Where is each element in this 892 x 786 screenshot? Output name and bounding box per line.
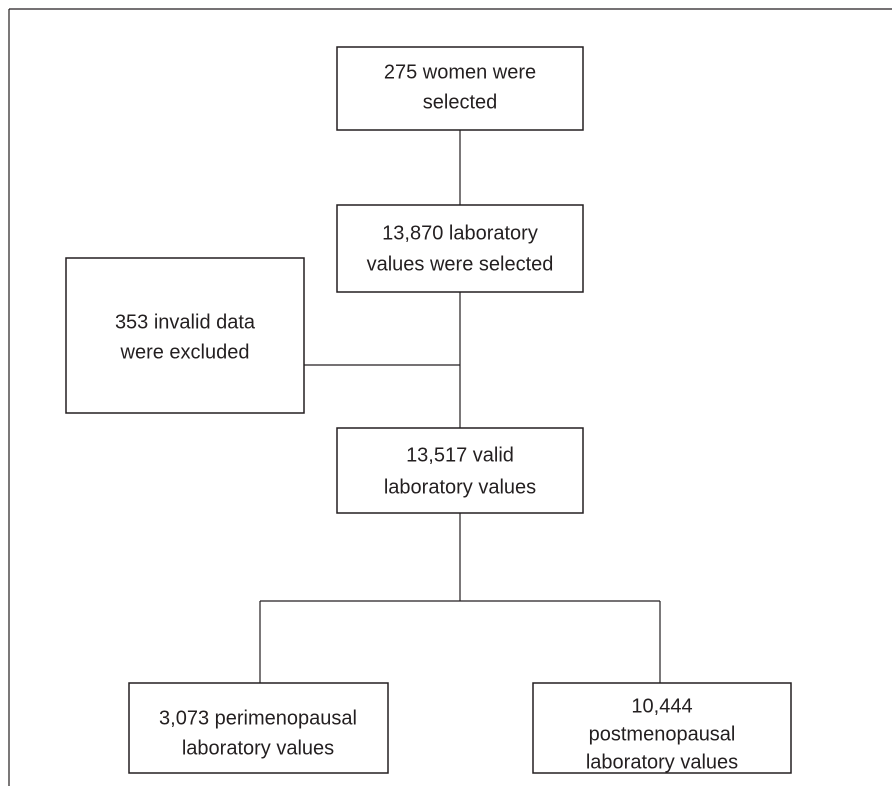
node: 10,444 postmenopausal laboratory values [532, 682, 792, 774]
node-box [532, 682, 792, 774]
node-box [65, 257, 305, 414]
node-box [336, 204, 584, 293]
node-text: postmenopausal [589, 723, 736, 745]
node-text: 10,444 [631, 695, 692, 717]
node-text: 13,870 laboratory [382, 222, 538, 244]
node: 13,870 laboratory values were selected [336, 204, 584, 293]
node: 3,073 perimenopausal laboratory values [128, 682, 389, 774]
node-box [336, 46, 584, 131]
node-text: laboratory values [182, 737, 334, 759]
node-text: 353 invalid data [115, 311, 256, 333]
node-text: laboratory values [384, 476, 536, 498]
node-text: selected [423, 91, 498, 113]
node: 353 invalid data were excluded [65, 257, 305, 414]
node-text: laboratory values [586, 751, 738, 773]
node-text: 3,073 perimenopausal [159, 707, 357, 729]
node-box [336, 427, 584, 514]
node-text: 13,517 valid [406, 444, 514, 466]
node-text: were excluded [120, 341, 250, 363]
node-text: 275 women were [384, 61, 536, 83]
node: 13,517 valid laboratory values [336, 427, 584, 514]
node-box [128, 682, 389, 774]
node-text: values were selected [367, 253, 554, 275]
node: 275 women were selected [336, 46, 584, 131]
